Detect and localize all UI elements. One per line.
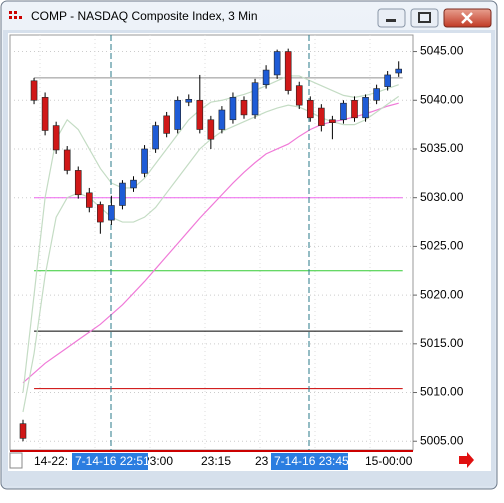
close-icon [461, 12, 473, 24]
candle-body [163, 115, 170, 134]
candle-body [30, 80, 38, 101]
y-tick-label: 5005.00 [420, 433, 464, 447]
minimize-button[interactable] [377, 8, 406, 28]
candle-body [63, 149, 71, 171]
candle-body [295, 85, 303, 106]
cursor-label-box [271, 453, 348, 470]
x-tick-label: 23:00 [143, 454, 173, 468]
x-tick-label: 14-22: [34, 454, 68, 468]
candle-body [185, 98, 193, 103]
candle-body [318, 107, 325, 126]
maximize-icon [418, 12, 431, 23]
candle-body [86, 192, 93, 208]
y-tick-label: 5045.00 [420, 44, 464, 58]
x-tick-label: 23 [255, 454, 269, 468]
candle-body [262, 69, 270, 85]
candle-body [373, 88, 380, 101]
y-tick-label: 5010.00 [420, 385, 464, 399]
y-tick-label: 5040.00 [420, 92, 464, 106]
candle-body [273, 51, 281, 76]
candle-body [74, 170, 82, 196]
candle-body [284, 51, 292, 91]
y-tick-label: 5030.00 [420, 190, 464, 204]
candle-body [306, 99, 314, 119]
candle-body [251, 82, 259, 116]
indicator-line [22, 102, 399, 384]
candle-body [340, 102, 347, 121]
candle-body [130, 179, 137, 189]
window-title: COMP - NASDAQ Composite Index, 3 Min [31, 9, 258, 23]
candle-body [108, 205, 115, 221]
candle-body [351, 99, 358, 119]
y-tick-label: 5020.00 [420, 287, 464, 301]
candle-body [41, 97, 49, 131]
y-tick-label: 5015.00 [420, 336, 464, 350]
candle-body [196, 99, 204, 130]
candle-body [174, 99, 181, 130]
candle-body [141, 148, 148, 174]
candle-body [229, 97, 237, 121]
candle-body [152, 125, 159, 150]
candle-body [218, 109, 226, 130]
candle-body [362, 97, 369, 119]
x-tick-label: 23:15 [201, 454, 231, 468]
candle-body [384, 74, 391, 87]
candle-body [19, 423, 27, 439]
candle-body [395, 68, 403, 74]
candle-body [52, 125, 60, 151]
x-tick-label: 15-00:00 [365, 454, 413, 468]
cursor-label-box [72, 453, 148, 470]
scroll-box[interactable] [9, 452, 23, 469]
plot: 5005.00 5010.00 5015.00 5020.00 5025.00 5030.… [10, 35, 464, 450]
cursor-label: 7-14-16 23:45 [274, 454, 349, 468]
candle-body [119, 182, 126, 206]
candle-body [240, 99, 248, 116]
maximize-button[interactable] [410, 8, 439, 28]
y-tick-label: 5035.00 [420, 141, 464, 155]
candle-body [97, 204, 104, 223]
indicator-line [22, 75, 399, 393]
candle-body [329, 119, 336, 123]
cursor-label: 7-14-16 22:51 [75, 454, 150, 468]
app-icon [9, 11, 22, 19]
candle-body [207, 119, 215, 140]
minimize-icon [386, 19, 396, 22]
y-tick-label: 5025.00 [420, 239, 464, 253]
scroll-right-arrow[interactable] [459, 452, 474, 468]
